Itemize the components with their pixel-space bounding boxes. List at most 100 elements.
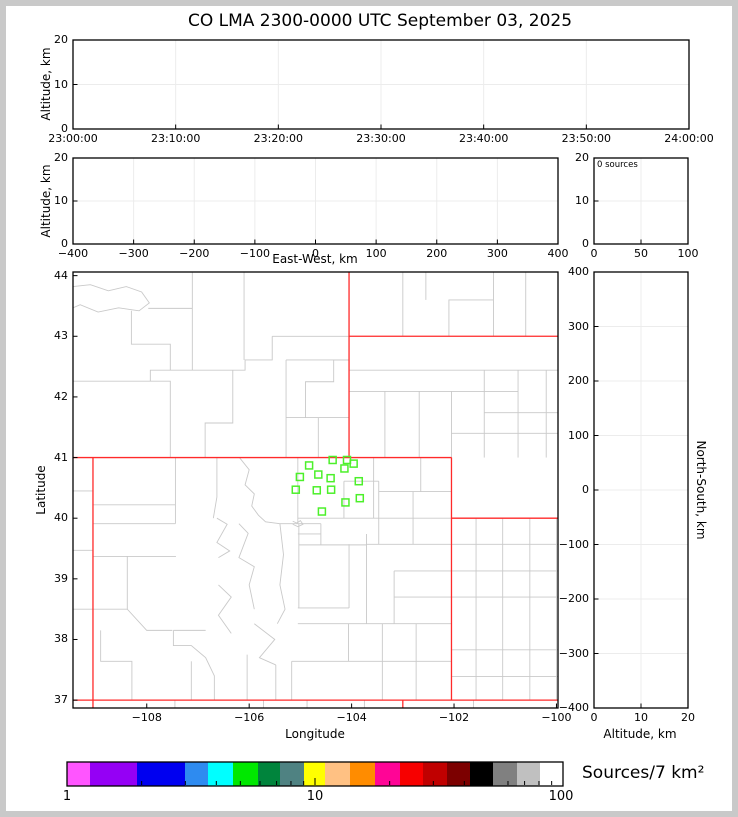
colorbar-label: Sources/7 km²: [582, 763, 705, 783]
county-boundary-line: [204, 370, 234, 458]
y-tick-label: 0: [61, 121, 68, 135]
y-tick-label: 10: [54, 193, 68, 207]
colorbar-segment: [304, 762, 325, 786]
x-tick-label: 10: [634, 711, 648, 724]
county-boundary-line: [72, 284, 150, 313]
colorbar-tick-label-10: 10: [306, 789, 324, 804]
colorbar-segment: [137, 762, 185, 786]
x-tick-label: 0: [312, 247, 319, 260]
county-boundary-line: [212, 457, 218, 519]
y-tick-label: 37: [54, 693, 68, 707]
x-tick-label: −106: [234, 711, 265, 724]
x-tick-label: 24:00:00: [664, 132, 714, 145]
y-tick-label: −300: [558, 646, 589, 660]
x-tick-label: 100: [365, 247, 387, 260]
y-tick-label: 100: [568, 428, 589, 442]
county-boundary-line: [239, 457, 280, 525]
x-tick-label: 20: [681, 711, 695, 724]
colorbar-segment: [90, 762, 137, 786]
lma-station-marker: [326, 473, 335, 483]
county-boundary-line: [92, 608, 173, 631]
x-tick-label: −102: [438, 711, 470, 724]
x-tick-label: 50: [634, 247, 648, 260]
lma-station-marker: [304, 461, 314, 470]
y-tick-label: 20: [54, 32, 68, 46]
x-tick-label: 23:10:00: [150, 132, 201, 145]
colorbar-segment: [185, 762, 208, 786]
x-tick-label: 100: [677, 247, 699, 260]
x-tick-label: 0: [590, 247, 598, 260]
y-tick-label: 200: [568, 373, 589, 387]
y-tick-label: 10: [575, 193, 589, 207]
y-tick-label: −400: [558, 700, 589, 714]
x-tick-label: 23:30:00: [356, 132, 406, 145]
lma-station-marker: [349, 459, 358, 468]
colorbar-tick-label-1: 1: [62, 789, 72, 804]
y-tick-label: 38: [54, 632, 68, 646]
x-tick-label: 400: [547, 247, 569, 260]
colorbar-tick-label-100: 100: [548, 789, 574, 804]
colorbar-segment: [233, 762, 258, 786]
colorbar-segment: [280, 762, 304, 786]
x-tick-label: −400: [57, 247, 89, 260]
x-tick-label: −100: [541, 711, 572, 724]
lma-station-marker: [312, 486, 322, 495]
county-boundary-line: [216, 517, 231, 559]
county-boundary-line: [238, 523, 255, 610]
lma-station-marker: [341, 498, 350, 507]
figure-title: CO LMA 2300-0000 UTC September 03, 2025: [187, 11, 573, 31]
colorbar-segment: [423, 762, 447, 786]
colorbar-segment: [350, 762, 375, 786]
lma-station-marker: [295, 472, 305, 482]
y-tick-label: 20: [54, 150, 68, 164]
lma-station-marker: [328, 455, 337, 465]
x-tick-label: −108: [131, 711, 162, 724]
colorbar-segment: [470, 762, 493, 786]
map-xlabel: Longitude: [285, 727, 345, 741]
y-tick-label: 0: [61, 236, 68, 250]
county-boundary-line: [292, 520, 304, 528]
y-tick-label: 300: [568, 319, 589, 333]
county-boundary-line: [276, 523, 286, 624]
y-tick-label: 43: [54, 329, 68, 343]
x-tick-label: −100: [239, 247, 270, 260]
ew-panel-xlabel: East-West, km: [272, 252, 358, 266]
colorbar-segment: [375, 762, 400, 786]
y-tick-label: 400: [568, 264, 589, 278]
county-boundary-line: [448, 299, 494, 337]
colorbar-segment: [400, 762, 423, 786]
colorbar-segment: [540, 762, 563, 786]
county-boundary-line: [73, 380, 171, 458]
colorbar-segment: [493, 762, 517, 786]
lma-station-marker: [291, 485, 301, 494]
ns-panel-xlabel: Altitude, km: [603, 727, 677, 741]
county-boundary-line: [217, 584, 232, 634]
source-count-annotation: 0 sources: [597, 160, 638, 170]
colorbar-segment: [67, 762, 90, 786]
lma-station-marker: [314, 470, 323, 479]
lma-station-marker: [326, 485, 336, 494]
y-tick-label: 44: [54, 268, 68, 282]
lma-station-marker: [317, 507, 327, 516]
colorbar-segment: [258, 762, 280, 786]
y-tick-label: 39: [54, 571, 68, 585]
y-tick-label: 0: [582, 236, 589, 250]
y-tick-label: 41: [54, 450, 68, 464]
y-tick-label: 20: [575, 150, 589, 164]
x-tick-label: 23:50:00: [561, 132, 612, 145]
lma-station-marker: [340, 464, 349, 473]
lma-station-marker: [354, 476, 364, 486]
x-tick-label: 300: [486, 247, 508, 260]
colorbar-segment: [517, 762, 540, 786]
county-boundary-line: [254, 623, 276, 666]
x-tick-label: 23:00:00: [48, 132, 98, 145]
lma-station-marker: [355, 493, 365, 503]
y-tick-label: 40: [54, 511, 68, 525]
county-boundary-line: [100, 630, 133, 701]
y-tick-label: 42: [54, 389, 68, 403]
county-boundary-line: [130, 310, 171, 371]
x-tick-label: 200: [426, 247, 448, 260]
